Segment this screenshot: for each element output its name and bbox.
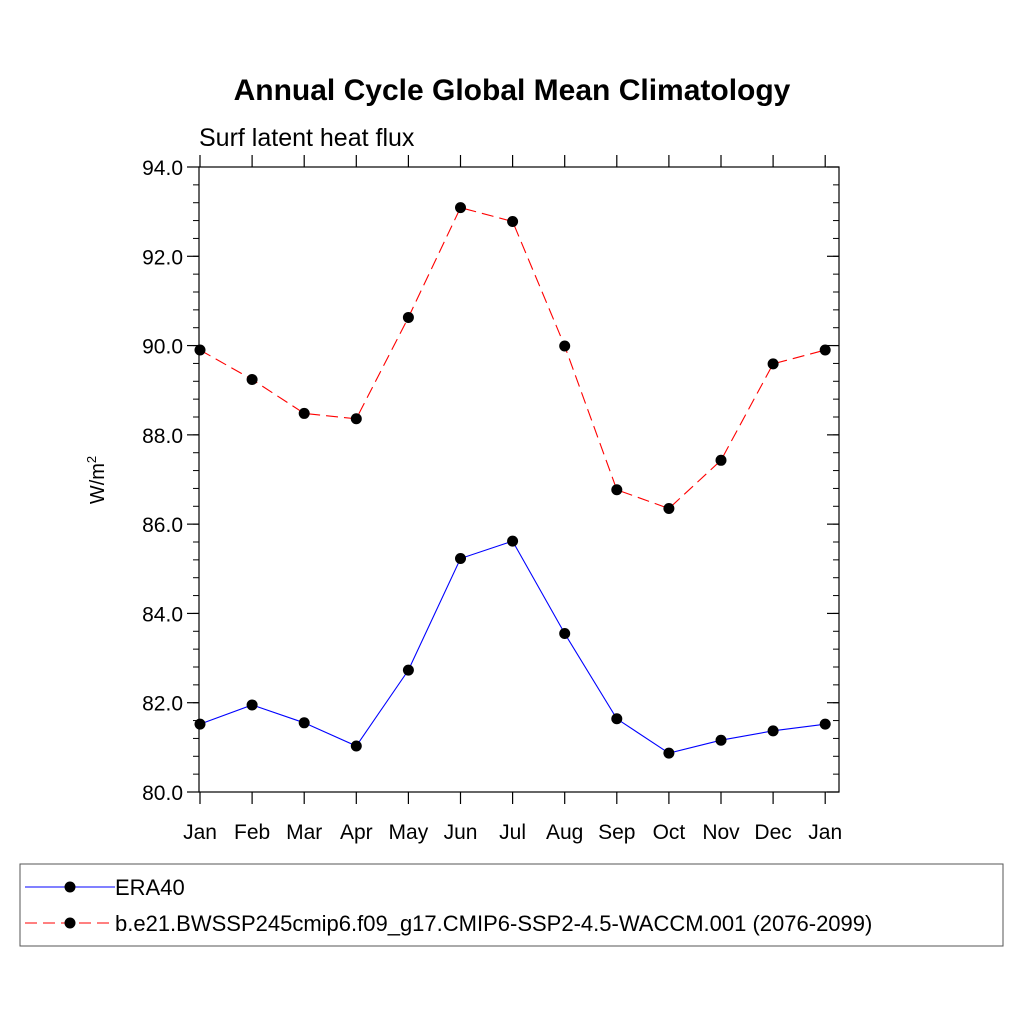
data-point [715,734,727,746]
data-point [194,344,206,356]
data-point [402,311,414,323]
data-point [611,484,623,496]
y-tick-label: 94.0 [142,157,183,180]
data-point [507,535,519,547]
x-tick-label: Apr [340,821,373,844]
plot-frame [198,166,840,793]
y-tick-label: 82.0 [142,693,183,716]
series-line-0 [199,540,826,754]
data-point [194,718,206,730]
legend-box [19,863,1004,947]
y-tick-label: 92.0 [142,246,183,269]
data-point [611,713,623,725]
series-group [194,202,831,759]
x-tick-label: Nov [702,821,740,844]
data-point [819,344,831,356]
legend-marker-0 [64,881,76,893]
legend-label-1: b.e21.BWSSP245cmip6.f09_g17.CMIP6-SSP2-4… [115,911,872,936]
legend-marker-1 [64,917,76,929]
data-point [507,215,519,227]
x-tick-label: May [389,821,429,844]
x-tick-label: Mar [286,821,322,844]
data-point [559,628,571,640]
legend: ERA40 b.e21.BWSSP245cmip6.f09_g17.CMIP6-S… [19,863,1004,947]
x-tick-label: Dec [754,821,791,844]
data-point [350,740,362,752]
x-tick-label: Jan [183,821,217,844]
y-tick-label: 86.0 [142,514,183,537]
data-point [767,358,779,370]
y-tick-label: 84.0 [142,603,183,626]
x-tick-label: Sep [598,821,635,844]
data-point [455,553,466,565]
data-point [455,202,466,214]
data-point [298,407,310,419]
data-point [559,340,571,352]
x-tick-label: Feb [234,821,270,844]
x-tick-label: Aug [546,821,583,844]
chart-subtitle: Surf latent heat flux [199,124,415,152]
data-point [663,503,675,515]
data-point [246,699,258,711]
axis-ticks: 80.0 82.0 84.0 86.0 88.0 90.0 92.0 94.0 Jan Feb Ma… [142,155,842,844]
data-point [298,717,310,729]
data-point [715,454,727,466]
x-tick-label: Oct [653,821,686,844]
legend-label-0: ERA40 [115,875,185,900]
y-axis-label: W/m2 [84,456,109,504]
y-tick-label: 90.0 [142,336,183,359]
chart-title: Annual Cycle Global Mean Climatology [234,74,791,107]
data-point [663,747,675,759]
x-tick-label: Jun [444,821,478,844]
data-point [350,413,362,425]
x-tick-label: Jul [499,821,526,844]
y-tick-label: 80.0 [142,782,183,805]
series-line-1 [199,206,826,510]
data-point [767,725,779,737]
x-tick-label: Jan [808,821,842,844]
data-point [402,664,414,676]
data-point [819,718,831,730]
data-point [246,374,258,385]
y-tick-label: 88.0 [142,425,183,448]
